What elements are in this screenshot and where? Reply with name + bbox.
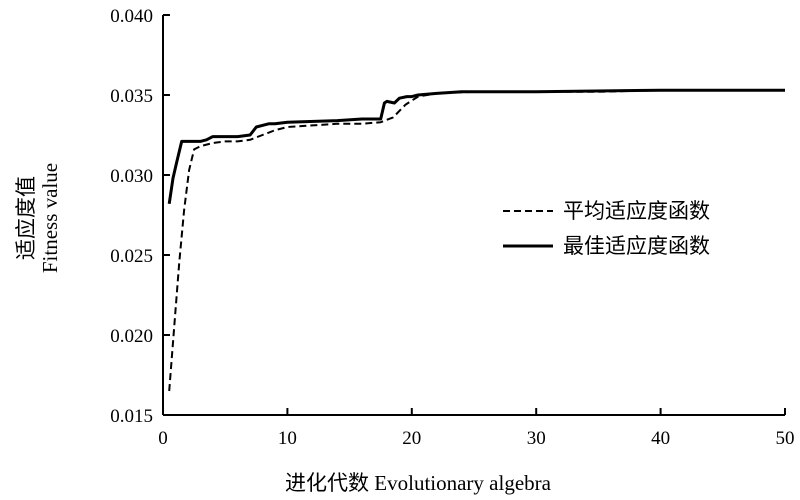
legend: 平均适应度函数 最佳适应度函数 [503, 199, 710, 258]
x-tick-label: 40 [651, 428, 670, 449]
y-tick-label: 0.040 [110, 6, 153, 27]
x-tick-label: 20 [402, 428, 421, 449]
x-tick-label: 0 [158, 428, 168, 449]
y-tick-label: 0.015 [110, 406, 153, 427]
x-tick-label: 10 [278, 428, 297, 449]
y-tick-label: 0.025 [110, 246, 153, 267]
x-tick-label: 30 [527, 428, 546, 449]
y-axis-title-en: Fitness value [38, 163, 62, 273]
y-tick-label: 0.030 [110, 166, 153, 187]
series-line-best [167, 88, 785, 205]
y-tick-label: 0.020 [110, 326, 153, 347]
legend-label-best: 最佳适应度函数 [563, 234, 710, 258]
chart-ticks: 0.015 0.020 0.025 0.030 0.035 0.040 0 10 20 30 40 5… [110, 6, 794, 449]
chart-axes [162, 15, 785, 416]
chart-series [167, 88, 785, 392]
x-tick-label: 50 [776, 428, 795, 449]
y-axis-title-cn: 适应度值 [14, 176, 38, 260]
y-tick-label: 0.035 [110, 86, 153, 107]
legend-label-average: 平均适应度函数 [563, 199, 710, 223]
x-axis-title: 进化代数 Evolutionary algebra [285, 471, 552, 495]
